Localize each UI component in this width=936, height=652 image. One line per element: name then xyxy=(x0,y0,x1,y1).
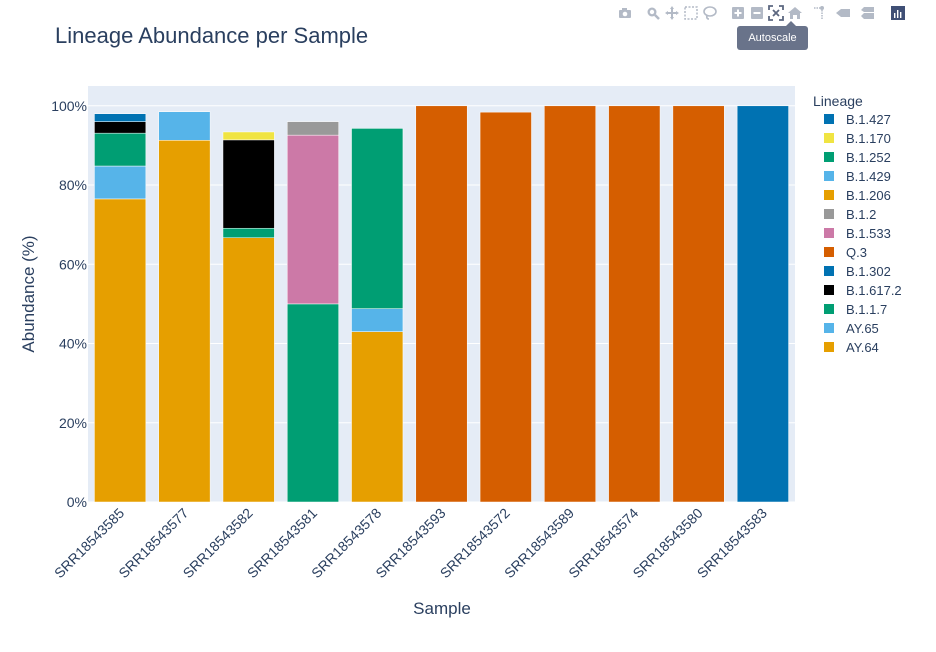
legend-item[interactable]: B.1.429 xyxy=(824,169,891,184)
hover-closest-icon[interactable] xyxy=(834,4,852,22)
legend-swatch xyxy=(824,285,834,295)
bar-segment[interactable] xyxy=(158,140,211,503)
lasso-select-icon[interactable] xyxy=(701,4,719,22)
legend-label: B.1.2 xyxy=(846,207,876,222)
legend-label: B.1.170 xyxy=(846,131,891,146)
bar-segment[interactable] xyxy=(222,227,275,238)
y-tick-label: 0% xyxy=(67,494,87,510)
legend-item[interactable]: Q.3 xyxy=(824,245,867,260)
legend-label: B.1.252 xyxy=(846,150,891,165)
legend-swatch xyxy=(824,133,834,143)
legend-swatch xyxy=(824,342,834,352)
legend-label: AY.64 xyxy=(846,340,879,355)
plotly-logo-icon[interactable] xyxy=(889,4,907,22)
zoom-out-icon[interactable] xyxy=(748,4,766,22)
bar-segment[interactable] xyxy=(608,105,661,503)
bar-segment[interactable] xyxy=(415,105,468,503)
chart-title: Lineage Abundance per Sample xyxy=(55,23,368,48)
legend-item[interactable]: AY.65 xyxy=(824,321,879,336)
bar-segment[interactable] xyxy=(479,111,532,503)
legend: Lineage B.1.427 B.1.170 B.1.252 B.1.429 B.1.… xyxy=(813,93,902,355)
y-tick-label: 60% xyxy=(59,256,87,272)
y-tick-label: 100% xyxy=(51,98,87,114)
y-axis-title: Abundance (%) xyxy=(19,235,38,352)
legend-label: B.1.617.2 xyxy=(846,283,902,298)
bar-segment[interactable] xyxy=(736,105,789,503)
legend-label: B.1.1.7 xyxy=(846,302,887,317)
hover-compare-icon[interactable] xyxy=(858,4,876,22)
legend-item[interactable]: B.1.206 xyxy=(824,188,891,203)
legend-item[interactable]: B.1.302 xyxy=(824,264,891,279)
legend-swatch xyxy=(824,228,834,238)
legend-swatch xyxy=(824,171,834,181)
legend-label: B.1.429 xyxy=(846,169,891,184)
box-select-icon[interactable] xyxy=(682,4,700,22)
x-axis-ticks: SRR18543585SRR18543577SRR18543582SRR1854… xyxy=(51,505,770,581)
legend-swatch xyxy=(824,190,834,200)
legend-label: AY.65 xyxy=(846,321,879,336)
legend-swatch xyxy=(824,323,834,333)
bar-segment[interactable] xyxy=(222,237,275,503)
bar-segment[interactable] xyxy=(351,128,404,309)
home-icon[interactable] xyxy=(786,4,804,22)
bar-segment[interactable] xyxy=(672,105,725,503)
bars xyxy=(94,105,789,503)
bar-segment[interactable] xyxy=(286,303,339,503)
bar-segment[interactable] xyxy=(222,139,275,229)
legend-label: B.1.302 xyxy=(846,264,891,279)
bar-segment[interactable] xyxy=(544,105,597,503)
legend-item[interactable]: B.1.427 xyxy=(824,112,891,127)
legend-item[interactable]: AY.64 xyxy=(824,340,879,355)
y-tick-label: 40% xyxy=(59,336,87,352)
zoom-in-icon[interactable] xyxy=(729,4,747,22)
camera-icon[interactable] xyxy=(616,4,634,22)
legend-label: Q.3 xyxy=(846,245,867,260)
autoscale-icon[interactable] xyxy=(767,4,785,22)
bar-segment[interactable] xyxy=(286,121,339,136)
bar-segment[interactable] xyxy=(351,308,404,332)
legend-title: Lineage xyxy=(813,93,863,109)
legend-swatch xyxy=(824,266,834,276)
bar-segment[interactable] xyxy=(222,131,275,141)
spike-lines-icon[interactable] xyxy=(810,4,828,22)
legend-item[interactable]: B.1.617.2 xyxy=(824,283,902,298)
bar-segment[interactable] xyxy=(286,134,339,305)
bar-segment[interactable] xyxy=(94,165,147,200)
legend-item[interactable]: B.1.2 xyxy=(824,207,876,222)
legend-item[interactable]: B.1.1.7 xyxy=(824,302,887,317)
legend-item[interactable]: B.1.252 xyxy=(824,150,891,165)
legend-swatch xyxy=(824,304,834,314)
autoscale-tooltip: Autoscale xyxy=(737,21,808,50)
bar-segment[interactable] xyxy=(94,113,147,122)
y-tick-label: 20% xyxy=(59,415,87,431)
legend-item[interactable]: B.1.533 xyxy=(824,226,891,241)
bar-segment[interactable] xyxy=(158,111,211,141)
legend-swatch xyxy=(824,114,834,124)
x-axis-title: Sample xyxy=(413,599,471,618)
pan-icon[interactable] xyxy=(663,4,681,22)
y-axis-ticks: 0% 20% 40% 60% 80% 100% xyxy=(51,98,87,510)
legend-label: B.1.427 xyxy=(846,112,891,127)
legend-swatch xyxy=(824,247,834,257)
legend-swatch xyxy=(824,152,834,162)
legend-label: B.1.533 xyxy=(846,226,891,241)
bar-segment[interactable] xyxy=(94,121,147,134)
modebar xyxy=(616,4,907,22)
bar-segment[interactable] xyxy=(351,331,404,503)
legend-label: B.1.206 xyxy=(846,188,891,203)
bar-segment[interactable] xyxy=(94,132,147,167)
y-tick-label: 80% xyxy=(59,177,87,193)
legend-item[interactable]: B.1.170 xyxy=(824,131,891,146)
bar-segment[interactable] xyxy=(94,198,147,503)
zoom-icon[interactable] xyxy=(644,4,662,22)
legend-swatch xyxy=(824,209,834,219)
